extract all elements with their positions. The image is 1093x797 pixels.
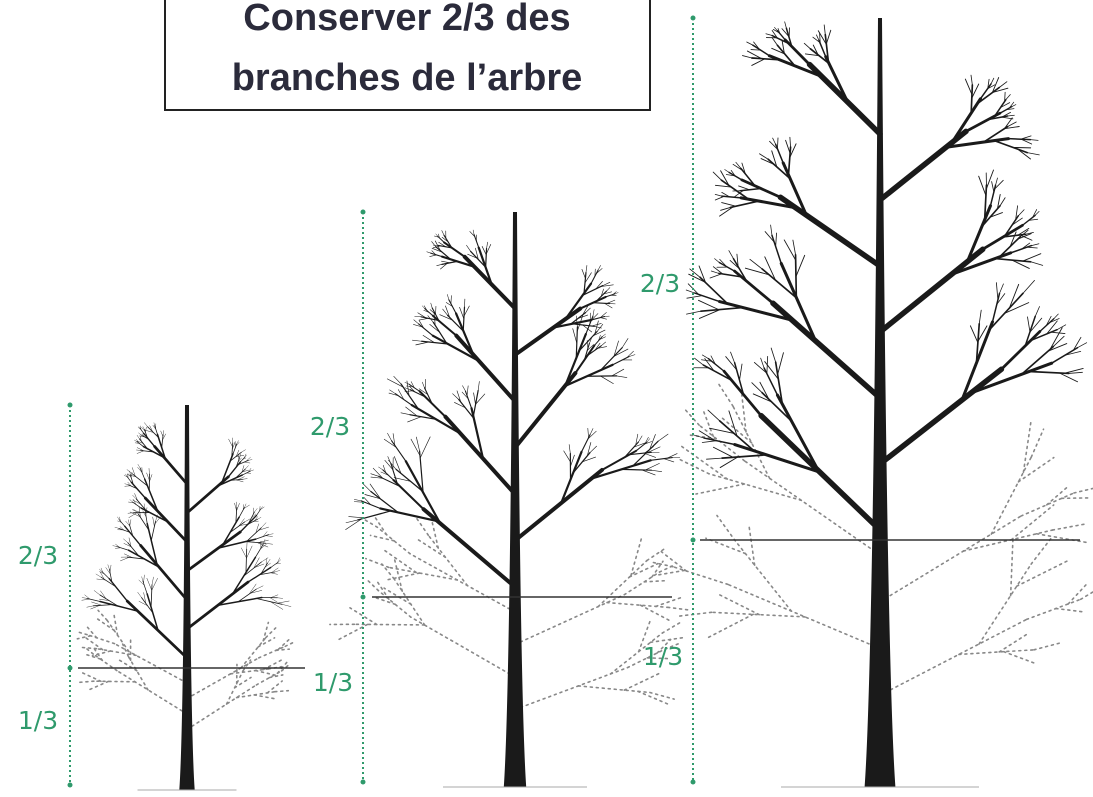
upper-fraction: 2/3: [310, 412, 350, 441]
measure-tick: [691, 538, 696, 543]
lower-fraction: 1/3: [643, 642, 683, 671]
upper-fraction: 2/3: [18, 541, 58, 570]
background: [0, 0, 1093, 797]
branch: [777, 138, 778, 149]
measure-tick: [68, 666, 73, 671]
measure-tick: [68, 403, 73, 408]
branch: [1008, 139, 1030, 140]
measure-tick: [361, 210, 366, 215]
lower-fraction: 1/3: [18, 706, 58, 735]
illustration: Conserver 2/3 des branches de l’arbre 2/…: [0, 0, 1093, 797]
branch: [971, 85, 972, 113]
upper-fraction: 2/3: [640, 269, 680, 298]
measure-tick: [691, 780, 696, 785]
title-line: branches de l’arbre: [232, 57, 583, 99]
measure-tick: [361, 780, 366, 785]
branch: [1005, 92, 1006, 101]
title-line: Conserver 2/3 des: [243, 0, 570, 39]
lower-fraction: 1/3: [313, 668, 353, 697]
measure-tick: [68, 783, 73, 788]
measure-tick: [361, 595, 366, 600]
measure-tick: [691, 16, 696, 21]
